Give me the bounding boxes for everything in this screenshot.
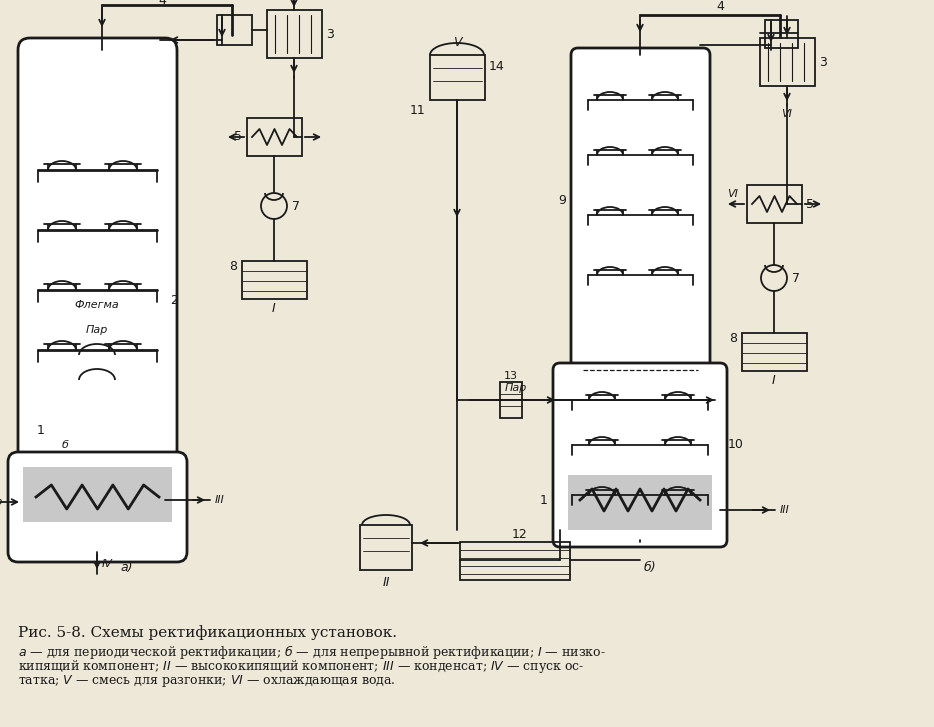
Text: IV: IV <box>102 559 113 569</box>
Text: 5: 5 <box>234 131 242 143</box>
Text: б: б <box>62 440 68 450</box>
Text: 8: 8 <box>229 260 237 273</box>
Text: 10: 10 <box>728 438 743 451</box>
Text: 14: 14 <box>489 60 504 73</box>
FancyBboxPatch shape <box>571 48 710 382</box>
Text: а): а) <box>120 561 134 574</box>
Bar <box>765 20 798 48</box>
Text: 12: 12 <box>512 528 528 540</box>
Text: VI: VI <box>728 189 739 199</box>
Text: 7: 7 <box>292 199 300 212</box>
Text: II: II <box>382 576 389 588</box>
Text: 5: 5 <box>806 198 814 211</box>
Text: татка; $\it{V}$ — смесь для разгонки; $\it{VI}$ — охлаждающая вода.: татка; $\it{V}$ — смесь для разгонки; $\… <box>18 673 396 689</box>
Bar <box>760 38 815 86</box>
Bar <box>747 185 802 223</box>
Bar <box>23 467 172 522</box>
Text: Пар: Пар <box>86 325 108 335</box>
Text: 2: 2 <box>170 294 177 307</box>
Text: 9: 9 <box>559 193 566 206</box>
Text: б): б) <box>644 561 657 574</box>
FancyBboxPatch shape <box>8 452 187 562</box>
Bar <box>500 382 522 418</box>
Bar <box>360 525 412 570</box>
Text: кипящий компонент; $\it{II}$ — высококипящий компонент; $\it{III}$ — конденсат; : кипящий компонент; $\it{II}$ — высококип… <box>18 658 585 675</box>
Text: 3: 3 <box>326 28 333 41</box>
Text: V: V <box>453 36 461 49</box>
Bar <box>742 333 807 371</box>
Bar <box>217 15 252 45</box>
Bar <box>568 475 712 530</box>
Text: 4: 4 <box>716 1 724 14</box>
Text: 3: 3 <box>819 55 827 68</box>
Text: Пар: Пар <box>505 383 528 393</box>
Text: Флегма: Флегма <box>75 300 120 310</box>
Text: Пар: Пар <box>0 497 3 507</box>
Bar <box>247 118 302 156</box>
Bar <box>242 261 307 299</box>
Text: Рис. 5-8. Схемы ректификационных установок.: Рис. 5-8. Схемы ректификационных установ… <box>18 625 397 640</box>
Text: 7: 7 <box>792 271 800 284</box>
Bar <box>430 55 485 100</box>
Text: 8: 8 <box>729 332 737 345</box>
Bar <box>460 542 570 580</box>
Text: VI: VI <box>782 109 792 119</box>
Text: I: I <box>272 302 276 316</box>
FancyBboxPatch shape <box>18 38 177 542</box>
Text: 1: 1 <box>540 494 548 507</box>
Text: $\it{а}$ — для периодической ректификации; $\it{б}$ — для непрерывной ректификац: $\it{а}$ — для периодической ректификаци… <box>18 643 606 661</box>
Text: 4: 4 <box>158 0 166 7</box>
Text: III: III <box>215 495 225 505</box>
Text: 13: 13 <box>504 371 518 381</box>
Text: 11: 11 <box>409 103 425 116</box>
Text: 1: 1 <box>37 424 45 436</box>
Bar <box>267 10 322 58</box>
FancyBboxPatch shape <box>553 363 727 547</box>
Text: III: III <box>780 505 790 515</box>
Text: I: I <box>772 374 776 387</box>
